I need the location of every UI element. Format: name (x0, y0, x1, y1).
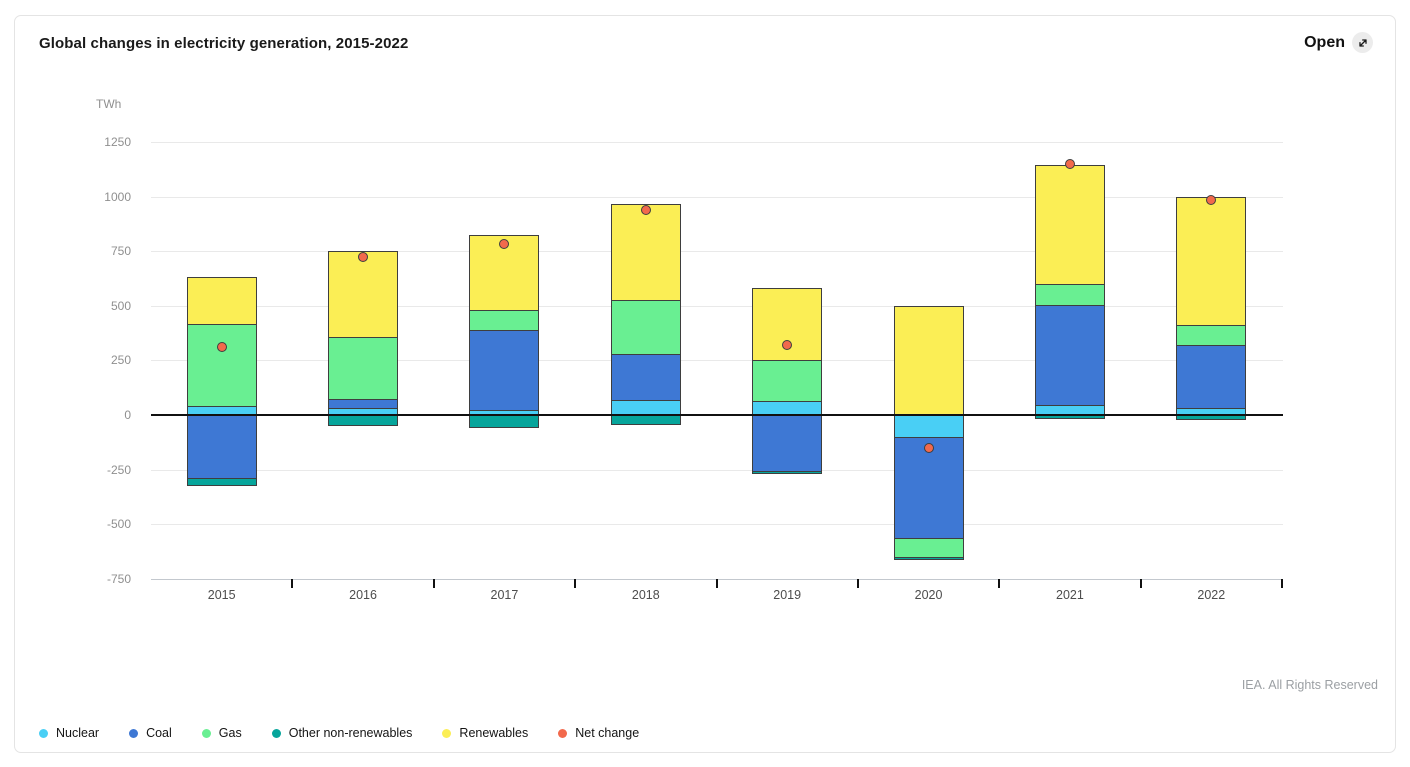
x-tick-label: 2022 (1197, 587, 1226, 602)
bar-segment-gas-2020[interactable] (893, 538, 964, 558)
chart-title: Global changes in electricity generation… (39, 35, 409, 52)
bar-segment-gas-2019[interactable] (752, 360, 823, 402)
bar-segment-other-non-renewables-2015[interactable] (186, 478, 257, 486)
x-axis-tick (291, 578, 294, 588)
legend-item-other-non-renewables[interactable]: Other non-renewables (271, 726, 413, 740)
legend-dot-net-change (558, 728, 568, 738)
bar-segment-gas-2016[interactable] (328, 337, 399, 400)
copyright-text: IEA. All Rights Reserved (1241, 678, 1378, 692)
bar-segment-renewables-2016[interactable] (328, 251, 399, 339)
y-tick-label: 1000 (104, 189, 131, 204)
plot-area: 1250 1000 750 500 250 0 -250 -500 -750 2015 2016 20… (15, 16, 1395, 752)
net-change-marker-2015[interactable] (216, 342, 227, 353)
bar-segment-other-non-renewables-2017[interactable] (469, 415, 540, 428)
x-axis-tick (856, 578, 859, 588)
x-tick-label: 2017 (490, 587, 519, 602)
legend-dot-gas (201, 728, 211, 738)
bar-segment-renewables-2018[interactable] (610, 204, 681, 302)
y-tick-label: 1250 (104, 135, 131, 149)
bar-segment-coal-2019[interactable] (752, 415, 823, 472)
chart-card: Global changes in electricity generation… (14, 15, 1396, 753)
bar-segment-renewables-2015[interactable] (186, 277, 257, 326)
legend-item-coal[interactable]: Coal (129, 726, 172, 740)
net-change-marker-2016[interactable] (358, 251, 369, 262)
bar-segment-other-non-renewables-2018[interactable] (610, 415, 681, 425)
chart-legend: Nuclear Coal Gas Other non-renewables Renewa… (39, 726, 639, 740)
bar-segment-coal-2016[interactable] (328, 398, 399, 410)
y-axis-unit-label: TWh (96, 97, 122, 111)
net-change-marker-2018[interactable] (640, 204, 651, 215)
y-tick-label: -500 (106, 517, 131, 532)
bar-segment-coal-2017[interactable] (469, 329, 540, 411)
bar-segment-coal-2021[interactable] (1034, 304, 1105, 407)
gridline (151, 251, 1283, 253)
gridline (151, 196, 1283, 198)
x-axis-tick (432, 578, 435, 588)
legend-dot-renewables (442, 728, 452, 738)
bar-segment-other-non-renewables-2019[interactable] (752, 470, 823, 474)
bar-segment-renewables-2022[interactable] (1176, 196, 1247, 327)
legend-label-net-change: Net change (575, 726, 640, 740)
legend-item-gas[interactable]: Gas (201, 726, 242, 740)
bar-segment-renewables-2021[interactable] (1034, 164, 1105, 285)
bar-segment-renewables-2019[interactable] (752, 288, 823, 362)
bar-segment-gas-2015[interactable] (186, 324, 257, 408)
y-tick-label: 0 (124, 408, 131, 422)
y-tick-label: -250 (106, 462, 131, 477)
legend-item-net-change[interactable]: Net change (558, 726, 639, 740)
bar-segment-coal-2018[interactable] (610, 353, 681, 401)
y-tick-label: 250 (110, 353, 131, 368)
legend-item-renewables[interactable]: Renewables (442, 726, 528, 740)
net-change-marker-2020[interactable] (923, 442, 934, 453)
x-tick-label: 2018 (631, 587, 660, 602)
bar-segment-other-non-renewables-2016[interactable] (328, 415, 399, 426)
net-change-marker-2021[interactable] (1064, 158, 1075, 169)
x-axis-tick (1281, 578, 1283, 588)
y-tick-label: 750 (110, 244, 131, 259)
bar-segment-coal-2020[interactable] (893, 436, 964, 540)
legend-label-nuclear: Nuclear (56, 726, 100, 740)
net-change-marker-2017[interactable] (499, 238, 510, 249)
bar-segment-coal-2022[interactable] (1176, 345, 1247, 410)
gridline (151, 305, 1283, 307)
x-axis-tick (998, 578, 1001, 588)
gridline (151, 524, 1283, 526)
x-axis-tick (715, 578, 718, 588)
x-tick-label: 2020 (914, 587, 943, 602)
net-change-marker-2019[interactable] (782, 340, 793, 351)
legend-item-nuclear[interactable]: Nuclear (39, 726, 99, 740)
legend-dot-other-non-renewables (271, 728, 281, 738)
gridline (151, 142, 1283, 143)
bar-segment-renewables-2020[interactable] (893, 305, 964, 416)
x-tick-label: 2016 (349, 587, 377, 602)
bar-segment-other-non-renewables-2020[interactable] (893, 556, 964, 561)
bar-segment-nuclear-2020[interactable] (893, 415, 964, 438)
open-button-label: Open (1304, 33, 1345, 51)
x-axis-tick (574, 578, 577, 588)
x-tick-label: 2015 (207, 587, 236, 602)
bar-segment-gas-2021[interactable] (1034, 283, 1105, 306)
bar-segment-gas-2017[interactable] (469, 310, 540, 331)
zero-axis-line (151, 414, 1283, 416)
net-change-marker-2022[interactable] (1206, 194, 1217, 205)
bar-segment-gas-2022[interactable] (1176, 325, 1247, 347)
x-tick-label: 2019 (773, 587, 802, 602)
legend-label-renewables: Renewables (459, 726, 529, 740)
open-button[interactable]: Open (1304, 32, 1373, 53)
legend-label-other-non-renewables: Other non-renewables (288, 726, 413, 740)
expand-diagonal-arrow-icon (1352, 32, 1373, 53)
y-tick-label: -750 (106, 571, 131, 586)
bar-segment-coal-2015[interactable] (186, 415, 257, 480)
legend-dot-coal (129, 728, 139, 738)
x-axis-tick (1139, 578, 1142, 588)
legend-label-coal: Coal (146, 726, 172, 740)
legend-dot-nuclear (39, 728, 48, 738)
gridline (151, 469, 1283, 471)
bar-segment-gas-2018[interactable] (610, 300, 681, 355)
y-tick-label: 500 (110, 298, 131, 313)
x-tick-label: 2021 (1056, 587, 1084, 602)
legend-label-gas: Gas (218, 726, 242, 740)
gridline (151, 360, 1283, 362)
